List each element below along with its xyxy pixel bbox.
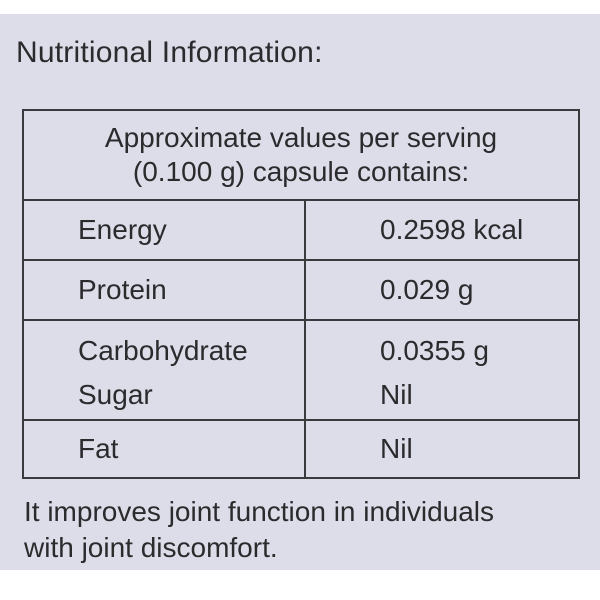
row-name: Fat bbox=[78, 433, 119, 464]
header-line-1: Approximate values per serving bbox=[104, 122, 498, 153]
row-subvalue: Nil bbox=[380, 379, 413, 410]
row-name: Energy bbox=[78, 214, 167, 245]
row-value: 0.2598 kcal bbox=[380, 214, 524, 245]
table-row-fat: Fat Nil bbox=[24, 421, 578, 477]
label-panel: Nutritional Information: Approximate val… bbox=[0, 14, 600, 570]
row-name: Protein bbox=[78, 274, 167, 305]
nutrition-table: Approximate values per serving (0.100 g)… bbox=[22, 109, 580, 479]
row-subname: Sugar bbox=[78, 379, 153, 410]
row-name: Carbohydrate bbox=[78, 335, 248, 366]
footer-line-1: It improves joint function in individual… bbox=[24, 496, 495, 527]
table-row-protein: Protein 0.029 g bbox=[24, 261, 578, 321]
header-line-2: (0.100 g) capsule contains: bbox=[132, 156, 470, 187]
column-divider bbox=[304, 201, 306, 477]
table-row-energy: Energy 0.2598 kcal bbox=[24, 201, 578, 261]
footer-line-2: with joint discomfort. bbox=[24, 532, 278, 563]
row-value: 0.0355 g bbox=[380, 335, 489, 366]
row-value: 0.029 g bbox=[380, 274, 474, 305]
table-header: Approximate values per serving (0.100 g)… bbox=[24, 111, 578, 201]
table-row-carbohydrate: Carbohydrate 0.0355 g Sugar Nil bbox=[24, 321, 578, 421]
footer-note: It improves joint function in individual… bbox=[24, 494, 584, 566]
page-title: Nutritional Information: bbox=[16, 36, 323, 69]
row-value: Nil bbox=[380, 433, 413, 464]
